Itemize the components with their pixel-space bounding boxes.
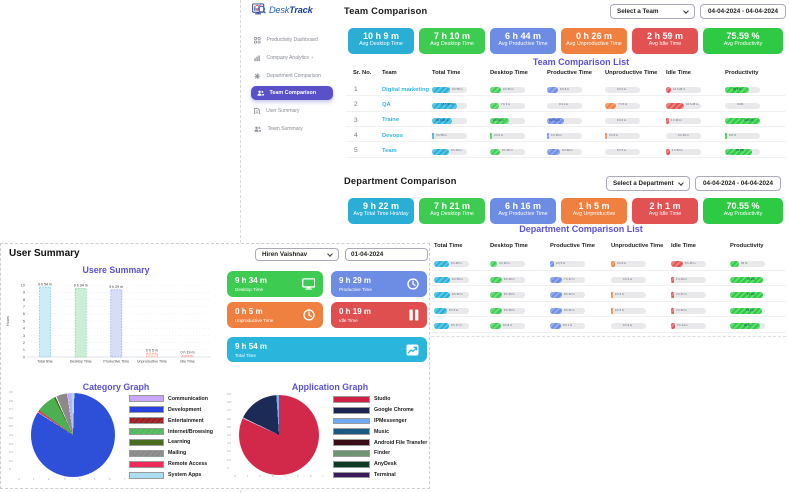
- svg-text:10: 10: [21, 284, 25, 288]
- svg-text:9 h 54 m: 9 h 54 m: [38, 282, 52, 286]
- svg-text:1: 1: [23, 348, 25, 352]
- svg-text:9: 9: [23, 291, 25, 295]
- svg-text:5: 5: [23, 319, 25, 323]
- svg-text:0 h 5 m: 0 h 5 m: [146, 348, 158, 352]
- svg-text:Unproductive Time: Unproductive Time: [137, 360, 167, 364]
- svg-text:9 h 29 m: 9 h 29 m: [109, 285, 123, 289]
- svg-text:0: 0: [23, 355, 25, 359]
- svg-text:2: 2: [23, 341, 25, 345]
- svg-text:0 h 19 m: 0 h 19 m: [181, 351, 195, 355]
- svg-text:8: 8: [23, 298, 25, 302]
- svg-text:7: 7: [23, 305, 25, 309]
- svg-text:3: 3: [23, 334, 25, 338]
- svg-text:Desktop Time: Desktop Time: [70, 360, 92, 364]
- svg-text:Idle Time: Idle Time: [180, 360, 195, 364]
- svg-text:4: 4: [23, 327, 25, 331]
- svg-text:9 h 34 m: 9 h 34 m: [74, 284, 88, 288]
- svg-text:Productive Time: Productive Time: [103, 360, 129, 364]
- svg-text:Hours: Hours: [6, 316, 10, 326]
- svg-text:Total time: Total time: [37, 360, 52, 364]
- svg-text:6: 6: [23, 312, 25, 316]
